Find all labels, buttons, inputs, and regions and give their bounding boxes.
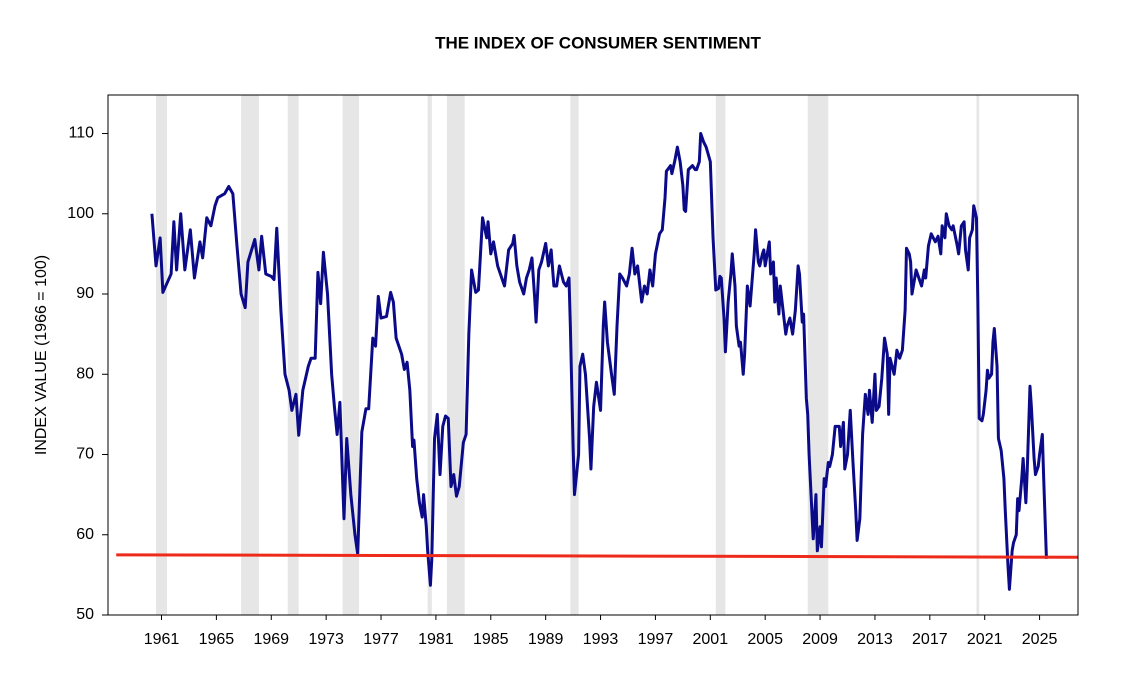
axes-layer: 50 60 70 80 90 100 110 1961 1965 1969 1973 1977 1981…	[67, 125, 1057, 648]
chart-title: THE INDEX OF CONSUMER SENTIMENT	[435, 33, 761, 52]
x-tick-label: 2001	[693, 631, 729, 648]
x-tick-label: 1993	[583, 631, 619, 648]
x-tick-label: 2017	[912, 631, 948, 648]
x-tick-label: 1961	[144, 631, 180, 648]
y-tick-label: 110	[68, 125, 94, 142]
x-tick-label: 1997	[638, 631, 674, 648]
reference-line	[116, 553, 1079, 559]
y-tick-label: 60	[76, 526, 94, 543]
x-tick-label: 1973	[308, 631, 344, 648]
data-layer	[116, 132, 1079, 591]
x-tick-label: 1985	[473, 631, 509, 648]
x-tick-label: 1989	[528, 631, 564, 648]
x-tick-label: 1965	[199, 631, 235, 648]
x-tick-label: 2021	[967, 631, 1003, 648]
x-tick-label: 2013	[857, 631, 893, 648]
recession-band	[446, 95, 465, 615]
x-tick-label: 1977	[363, 631, 399, 648]
x-tick-label: 2025	[1022, 631, 1058, 648]
y-tick-label: 90	[76, 285, 94, 302]
recession-band	[287, 95, 299, 615]
y-axis-label: INDEX VALUE (1966 = 100)	[33, 255, 50, 455]
series-line	[150, 132, 1048, 591]
recession-band	[241, 95, 259, 615]
y-tick-label: 70	[76, 446, 94, 463]
x-tick-label: 2009	[802, 631, 838, 648]
x-tick-label: 2005	[747, 631, 783, 648]
plot-frame	[107, 94, 1079, 616]
recession-band	[342, 95, 360, 615]
y-tick-label: 100	[67, 205, 94, 222]
recession-band	[427, 95, 432, 615]
recession-band	[156, 95, 167, 615]
recession-band	[715, 95, 726, 615]
y-tick-label: 80	[76, 365, 94, 382]
y-tick-label: 50	[76, 606, 94, 623]
x-tick-label: 1981	[418, 631, 454, 648]
recession-band	[570, 95, 579, 615]
x-tick-label: 1969	[253, 631, 289, 648]
